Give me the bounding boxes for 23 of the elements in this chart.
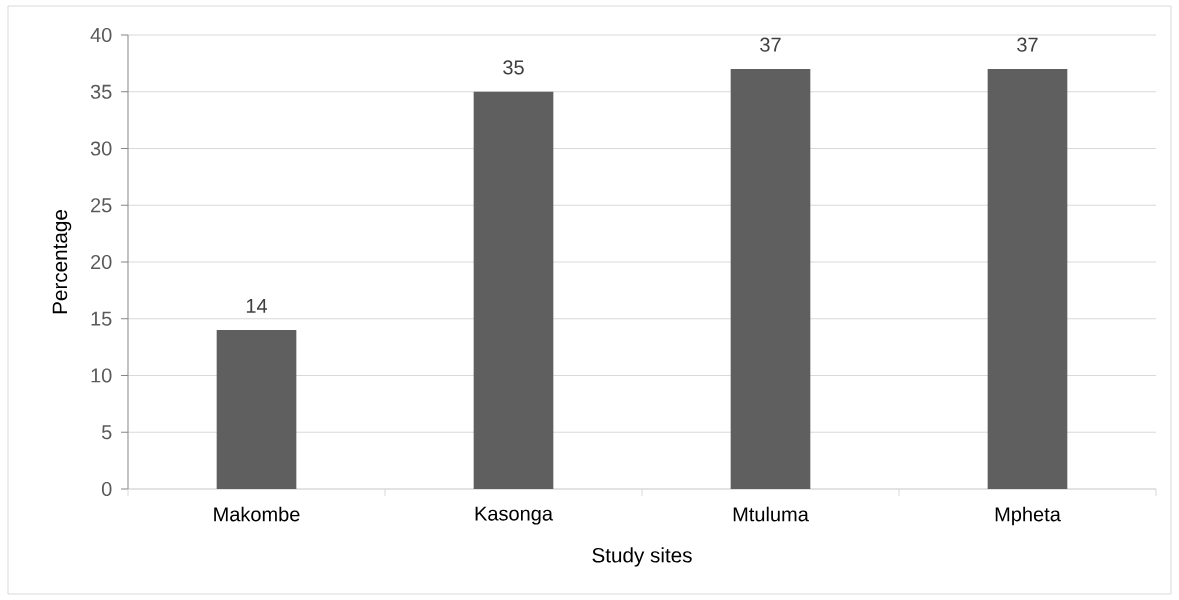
- bar: [987, 69, 1068, 489]
- bar: [473, 91, 554, 489]
- data-label: 37: [760, 37, 781, 52]
- y-tick-label: 35: [90, 84, 112, 99]
- x-tick-label: Kasonga: [475, 506, 553, 525]
- bar: [216, 330, 297, 489]
- data-label: 14: [246, 299, 268, 313]
- y-tick-label: 25: [91, 198, 112, 213]
- y-tick-label: 20: [91, 254, 112, 270]
- y-tick-label: 10: [91, 368, 112, 383]
- y-tick-label: 0: [101, 481, 112, 497]
- x-tick-label: Mtuluma: [733, 506, 809, 522]
- x-tick-label: Mpheta: [995, 506, 1061, 526]
- y-tick-label: 40: [90, 27, 112, 43]
- y-tick-label: 30: [90, 141, 112, 156]
- y-axis-title: Percentage: [52, 210, 72, 314]
- data-label: 35: [503, 60, 524, 75]
- x-axis-title: Study sites: [592, 547, 692, 567]
- x-tick-label: Makombe: [214, 506, 300, 522]
- y-tick-label: 15: [91, 311, 112, 326]
- bar: [730, 69, 811, 489]
- data-label: 37: [1017, 37, 1038, 52]
- y-tick-label: 5: [101, 425, 112, 440]
